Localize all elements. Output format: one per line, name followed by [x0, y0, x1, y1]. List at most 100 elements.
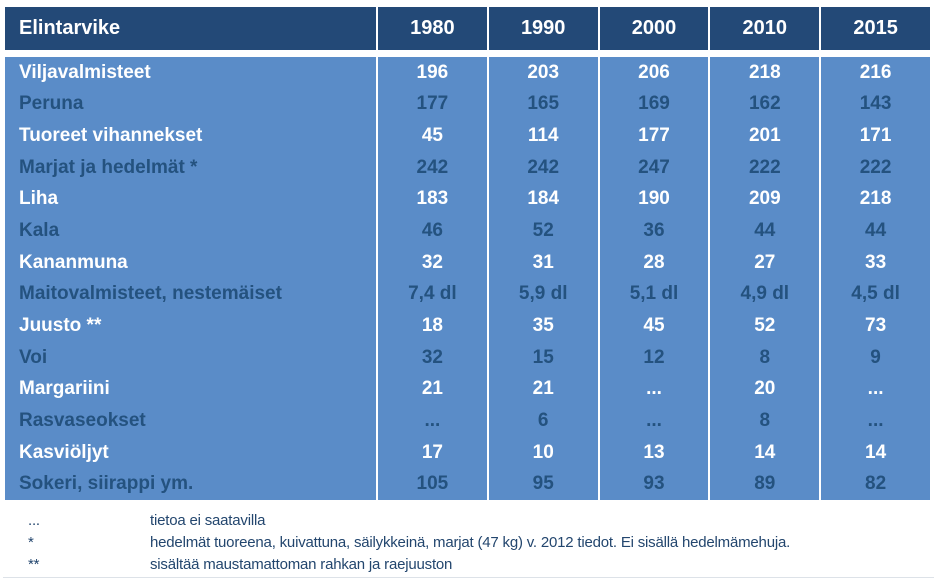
table-header-row: Elintarvike 1980 1990 2000 2010 2015: [5, 7, 930, 50]
cell-value: 209: [710, 183, 820, 216]
cell-value: 171: [821, 120, 930, 152]
cell-value: 28: [599, 246, 709, 279]
row-label: Rasvaseokset: [5, 405, 376, 437]
cell-value: 222: [710, 151, 820, 184]
table-body: Viljavalmisteet 196 203 206 218 216 Peruna 177 1…: [5, 57, 930, 500]
cell-value: 242: [488, 151, 598, 184]
cell-value: 15: [488, 341, 598, 374]
cell-value: 169: [599, 88, 709, 121]
column-header-year: 1990: [488, 7, 598, 50]
cell-value: 177: [378, 88, 487, 121]
cell-value: ...: [821, 405, 930, 437]
cell-value: ...: [599, 373, 709, 406]
cell-value: 20: [710, 373, 820, 406]
row-label: Juusto **: [5, 310, 376, 342]
cell-value: ...: [378, 405, 487, 437]
cell-value: 46: [378, 215, 487, 247]
cell-value: 17: [378, 436, 487, 469]
cell-value: 9: [821, 341, 930, 374]
cell-value: 21: [378, 373, 487, 406]
row-label: Margariini: [5, 373, 376, 406]
column-header-label: Elintarvike: [5, 7, 376, 50]
cell-value: 4,9 dl: [710, 278, 820, 311]
row-label: Sokeri, siirappi ym.: [5, 468, 376, 500]
cell-value: 6: [488, 405, 598, 437]
cell-value: 114: [488, 120, 598, 152]
cell-value: 247: [599, 151, 709, 184]
row-label: Tuoreet vihannekset: [5, 120, 376, 152]
cell-value: 206: [599, 57, 709, 89]
row-label: Marjat ja hedelmät *: [5, 151, 376, 184]
row-label: Maitovalmisteet, nestemäiset: [5, 278, 376, 311]
row-label: Viljavalmisteet: [5, 57, 376, 89]
cell-value: ...: [599, 405, 709, 437]
row-label: Voi: [5, 341, 376, 374]
cell-value: 5,9 dl: [488, 278, 598, 311]
cell-value: 190: [599, 183, 709, 216]
food-consumption-table: Elintarvike 1980 1990 2000 2010 2015 Viljaval…: [5, 7, 930, 500]
cell-value: 14: [821, 436, 930, 469]
cell-value: 27: [710, 246, 820, 279]
row-label: Kananmuna: [5, 246, 376, 279]
footnote-text: sisältää maustamattoman rahkan ja raejuu…: [150, 556, 453, 573]
cell-value: 45: [378, 120, 487, 152]
column-header-year: 2015: [821, 7, 930, 50]
cell-value: 222: [821, 151, 930, 184]
cell-value: ...: [821, 373, 930, 406]
cell-value: 45: [599, 310, 709, 342]
cell-value: 82: [821, 468, 930, 500]
cell-value: 105: [378, 468, 487, 500]
footnote-marker: *: [28, 534, 34, 551]
cell-value: 33: [821, 246, 930, 279]
cell-value: 8: [710, 341, 820, 374]
row-label: Peruna: [5, 88, 376, 121]
cell-value: 143: [821, 88, 930, 121]
footnote-row: ... tietoa ei saatavilla: [28, 510, 908, 532]
footnote-text: hedelmät tuoreena, kuivattuna, säilykkei…: [150, 534, 791, 551]
footnotes: ... tietoa ei saatavilla * hedelmät tuoreen…: [28, 510, 908, 576]
footnote-row: ** sisältää maustamattoman rahkan ja raej…: [28, 554, 908, 576]
cell-value: 196: [378, 57, 487, 89]
footnote-marker: ...: [28, 512, 40, 529]
cell-value: 177: [599, 120, 709, 152]
footnote-marker: **: [28, 556, 40, 573]
cell-value: 162: [710, 88, 820, 121]
cell-value: 183: [378, 183, 487, 216]
cell-value: 216: [821, 57, 930, 89]
cell-value: 242: [378, 151, 487, 184]
row-label: Kasviöljyt: [5, 436, 376, 469]
column-header-year: 2010: [710, 7, 820, 50]
cell-value: 89: [710, 468, 820, 500]
column-header-year: 2000: [599, 7, 709, 50]
footnote-row: * hedelmät tuoreena, kuivattuna, säilykke…: [28, 532, 908, 554]
footnote-text: tietoa ei saatavilla: [150, 512, 266, 529]
bottom-divider: [3, 577, 934, 578]
cell-value: 218: [710, 57, 820, 89]
cell-value: 21: [488, 373, 598, 406]
cell-value: 36: [599, 215, 709, 247]
cell-value: 32: [378, 246, 487, 279]
cell-value: 14: [710, 436, 820, 469]
cell-value: 52: [488, 215, 598, 247]
cell-value: 95: [488, 468, 598, 500]
cell-value: 73: [821, 310, 930, 342]
cell-value: 44: [710, 215, 820, 247]
cell-value: 7,4 dl: [378, 278, 487, 311]
cell-value: 5,1 dl: [599, 278, 709, 311]
cell-value: 201: [710, 120, 820, 152]
column-header-year: 1980: [378, 7, 487, 50]
cell-value: 218: [821, 183, 930, 216]
cell-value: 35: [488, 310, 598, 342]
cell-value: 10: [488, 436, 598, 469]
cell-value: 31: [488, 246, 598, 279]
cell-value: 44: [821, 215, 930, 247]
cell-value: 52: [710, 310, 820, 342]
cell-value: 32: [378, 341, 487, 374]
cell-value: 165: [488, 88, 598, 121]
row-label: Kala: [5, 215, 376, 247]
cell-value: 203: [488, 57, 598, 89]
cell-value: 93: [599, 468, 709, 500]
cell-value: 18: [378, 310, 487, 342]
cell-value: 13: [599, 436, 709, 469]
cell-value: 184: [488, 183, 598, 216]
